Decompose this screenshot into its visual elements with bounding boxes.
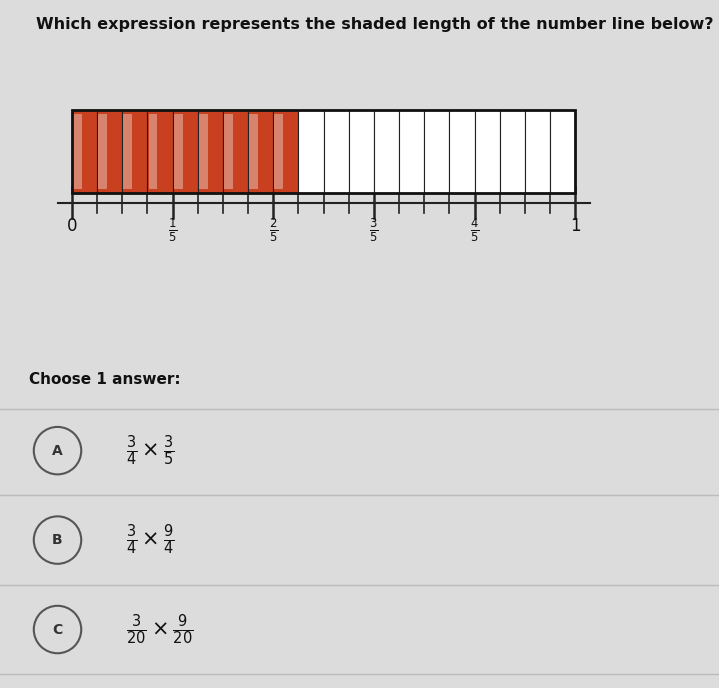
- Bar: [224, 114, 233, 189]
- Bar: [374, 110, 399, 193]
- Bar: [249, 114, 258, 189]
- Bar: [198, 110, 223, 193]
- Text: A: A: [52, 444, 63, 458]
- Bar: [173, 110, 198, 193]
- Text: $\frac{1}{5}$: $\frac{1}{5}$: [168, 217, 178, 244]
- Bar: [122, 110, 147, 193]
- Text: Which expression represents the shaded length of the number line below?: Which expression represents the shaded l…: [36, 17, 713, 32]
- Bar: [72, 110, 97, 193]
- Text: Choose 1 answer:: Choose 1 answer:: [29, 372, 180, 387]
- Bar: [273, 110, 298, 193]
- Text: $\frac{3}{4} \times \frac{3}{5}$: $\frac{3}{4} \times \frac{3}{5}$: [126, 433, 175, 468]
- Bar: [73, 114, 82, 189]
- Bar: [223, 110, 248, 193]
- Bar: [97, 110, 122, 193]
- Text: C: C: [52, 623, 63, 636]
- Bar: [275, 114, 283, 189]
- Bar: [174, 114, 183, 189]
- Bar: [399, 110, 424, 193]
- Bar: [424, 110, 449, 193]
- Bar: [147, 110, 173, 193]
- Bar: [72, 110, 575, 193]
- Bar: [298, 110, 324, 193]
- Text: B: B: [52, 533, 63, 547]
- Bar: [500, 110, 525, 193]
- Bar: [475, 110, 500, 193]
- Bar: [149, 114, 157, 189]
- Bar: [124, 114, 132, 189]
- Text: $1$: $1$: [569, 217, 581, 235]
- Text: $\frac{3}{5}$: $\frac{3}{5}$: [369, 217, 379, 244]
- Bar: [99, 114, 107, 189]
- Bar: [324, 110, 349, 193]
- Bar: [525, 110, 550, 193]
- Bar: [349, 110, 374, 193]
- Bar: [449, 110, 475, 193]
- Text: $\frac{3}{4} \times \frac{9}{4}$: $\frac{3}{4} \times \frac{9}{4}$: [126, 523, 175, 557]
- Text: $\frac{2}{5}$: $\frac{2}{5}$: [268, 217, 278, 244]
- Bar: [248, 110, 273, 193]
- Bar: [550, 110, 575, 193]
- Bar: [199, 114, 208, 189]
- Text: $\frac{4}{5}$: $\frac{4}{5}$: [470, 217, 480, 244]
- Text: $0$: $0$: [66, 217, 78, 235]
- Text: $\frac{3}{20} \times \frac{9}{20}$: $\frac{3}{20} \times \frac{9}{20}$: [126, 612, 193, 647]
